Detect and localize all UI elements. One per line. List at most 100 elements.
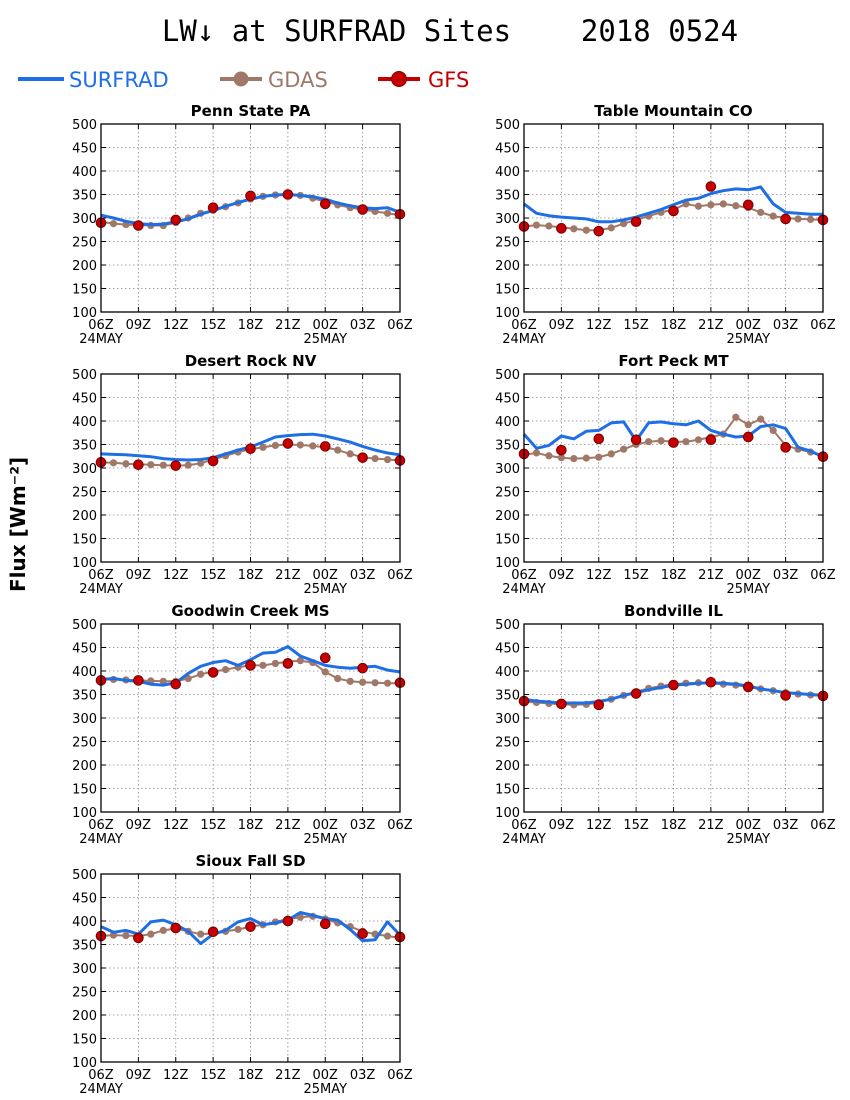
data-point-gfs — [282, 189, 294, 200]
data-point-gfs — [207, 667, 219, 678]
x-tick-label: 09Z — [549, 818, 575, 833]
data-point-gdas — [757, 415, 765, 423]
y-tick-label: 350 — [72, 939, 97, 954]
y-tick-label: 200 — [495, 759, 520, 774]
data-point-gfs — [593, 699, 605, 711]
y-tick-label: 450 — [495, 392, 520, 407]
x-tick-label: 09Z — [126, 568, 152, 583]
data-point-gfs — [357, 928, 368, 939]
y-tick-label: 100 — [72, 556, 97, 571]
data-point-gdas — [806, 215, 815, 224]
data-point-gfs — [170, 678, 182, 690]
x-tick-label: 12Z — [586, 818, 612, 833]
x-tick-label: 06Z — [88, 818, 114, 833]
data-point-gdas — [732, 202, 740, 210]
legend-marker-gfs — [391, 71, 407, 87]
x-tick-label: 15Z — [623, 568, 649, 583]
x-tick-label: 21Z — [698, 568, 724, 583]
data-point-gdas — [607, 450, 615, 458]
x-tick-label: 18Z — [661, 818, 687, 833]
x-tick-label: 15Z — [623, 318, 649, 333]
data-point-gfs — [668, 205, 679, 217]
x-tick-label: 06Z — [511, 568, 537, 583]
chart-goodwin-creek-ms: Goodwin Creek MS 100 150 200 250 300 350 400 450… — [72, 602, 413, 847]
data-point-gdas — [383, 209, 392, 217]
data-point-gdas — [334, 674, 342, 683]
data-point-gdas — [570, 225, 578, 233]
data-point-gdas — [371, 679, 379, 687]
data-point-gfs — [742, 199, 754, 211]
x-date-label: 24MAY — [79, 1082, 123, 1097]
y-tick-label: 250 — [495, 236, 520, 251]
page-title: LW↓ at SURFRAD Sites 2018 0524 — [161, 14, 739, 48]
data-point-gfs — [245, 443, 256, 455]
data-point-gfs — [593, 225, 605, 237]
y-tick-label: 250 — [495, 486, 520, 501]
x-tick-label: 15Z — [623, 818, 649, 833]
chart-title: Fort Peck MT — [618, 352, 729, 370]
y-tick-label: 450 — [495, 642, 520, 657]
data-point-gdas — [657, 437, 665, 445]
y-tick-label: 350 — [72, 689, 97, 704]
y-tick-label: 150 — [72, 1033, 97, 1048]
x-date-label: 25MAY — [303, 832, 347, 847]
data-point-gfs — [780, 690, 791, 701]
data-point-gfs — [170, 922, 182, 934]
data-point-gdas — [346, 677, 354, 685]
x-tick-label: 18Z — [238, 818, 264, 833]
data-point-gdas — [296, 441, 304, 449]
y-tick-label: 250 — [72, 736, 97, 751]
data-point-gfs — [593, 433, 605, 445]
data-point-gfs — [357, 662, 368, 674]
data-point-gdas — [644, 438, 653, 446]
x-tick-label: 00Z — [313, 318, 339, 333]
x-tick-label: 15Z — [200, 818, 226, 833]
data-point-gfs — [207, 202, 219, 213]
y-tick-label: 150 — [495, 283, 520, 298]
data-point-gfs — [705, 676, 717, 688]
data-point-gdas — [122, 460, 130, 468]
data-point-gdas — [682, 438, 690, 446]
data-point-gfs — [170, 214, 182, 226]
data-point-gfs — [780, 442, 791, 453]
y-tick-label: 300 — [495, 712, 520, 727]
chart-table-mountain-co: Table Mountain CO 100 150 200 250 300 350 400 45… — [495, 102, 836, 347]
x-tick-label: 06Z — [511, 818, 537, 833]
legend: SURFRAD GDAS GFS — [18, 68, 469, 92]
x-tick-label: 06Z — [88, 318, 114, 333]
data-point-gfs — [780, 213, 791, 225]
data-point-gdas — [259, 443, 267, 451]
y-tick-label: 450 — [72, 142, 97, 157]
x-tick-label: 12Z — [163, 318, 189, 333]
x-tick-label: 03Z — [773, 318, 799, 333]
data-point-gdas — [371, 455, 379, 463]
legend-item-gdas: GDAS — [220, 68, 328, 92]
x-tick-label: 06Z — [511, 318, 537, 333]
chart-title: Desert Rock NV — [185, 352, 317, 370]
data-point-gdas — [309, 442, 317, 450]
x-date-label: 24MAY — [79, 582, 123, 597]
data-point-gdas — [694, 436, 703, 444]
y-tick-label: 200 — [72, 259, 97, 274]
data-point-gdas — [271, 441, 280, 450]
x-tick-label: 21Z — [275, 318, 301, 333]
x-tick-label: 21Z — [698, 318, 724, 333]
x-tick-label: 06Z — [88, 568, 114, 583]
data-point-gdas — [259, 661, 267, 669]
data-point-gdas — [359, 678, 367, 686]
y-tick-label: 150 — [72, 533, 97, 548]
y-tick-label: 450 — [72, 642, 97, 657]
y-tick-label: 250 — [495, 736, 520, 751]
x-tick-label: 15Z — [200, 1068, 226, 1083]
series-line-surfrad — [100, 645, 401, 687]
data-point-gdas — [620, 220, 628, 228]
data-point-gfs — [357, 452, 368, 463]
x-tick-label: 09Z — [126, 1068, 152, 1083]
y-tick-label: 250 — [72, 986, 97, 1001]
y-tick-label: 350 — [72, 439, 97, 454]
x-tick-label: 18Z — [238, 568, 264, 583]
x-tick-label: 00Z — [736, 818, 762, 833]
plot-frame — [100, 623, 401, 813]
x-date-label: 25MAY — [303, 1082, 347, 1097]
data-point-gfs — [282, 658, 294, 669]
